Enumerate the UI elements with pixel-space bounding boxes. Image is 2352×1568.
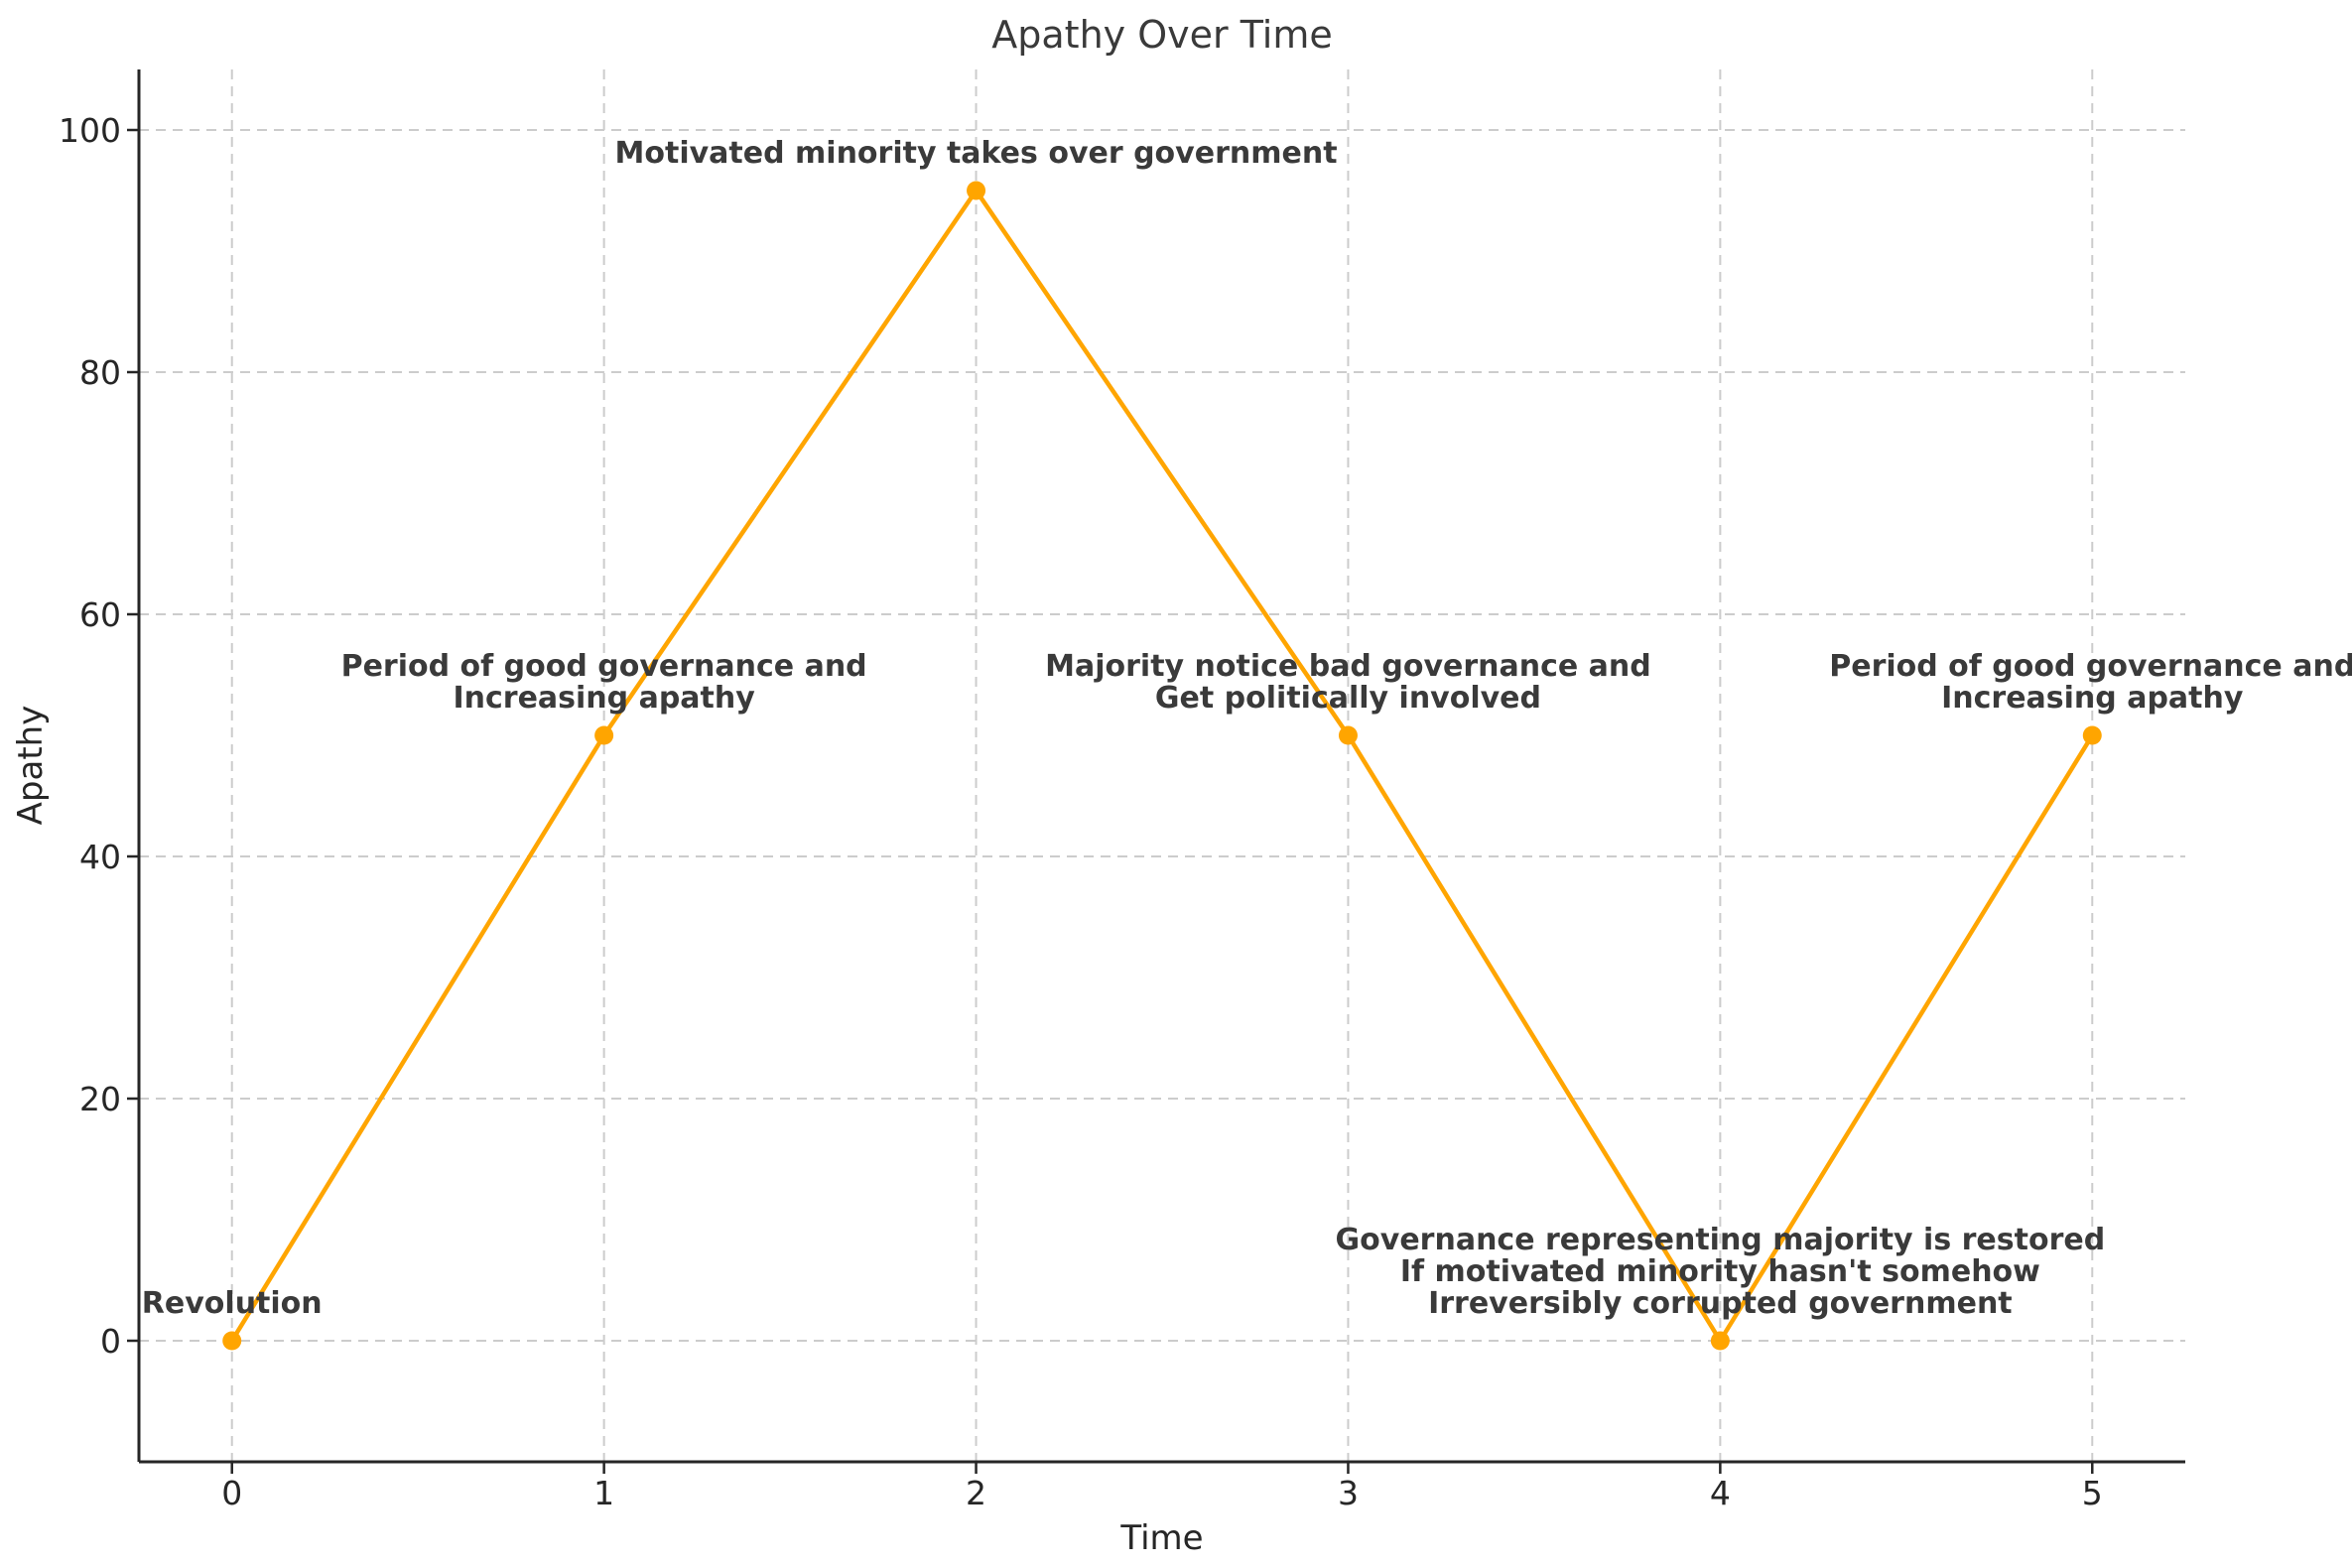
annotation-text: If motivated minority hasn't somehow bbox=[1400, 1254, 2040, 1289]
data-point-marker bbox=[967, 181, 986, 200]
annotation-text: Increasing apathy bbox=[1941, 681, 2244, 716]
data-point-marker bbox=[2082, 725, 2102, 745]
y-axis-label: Apathy bbox=[11, 706, 51, 826]
annotation-text: Period of good governance and bbox=[341, 649, 867, 684]
y-tick-label: 40 bbox=[79, 838, 121, 876]
annotation-text: Revolution bbox=[142, 1286, 323, 1321]
annotation-text: Increasing apathy bbox=[453, 681, 755, 716]
x-tick-label: 2 bbox=[966, 1474, 986, 1512]
chart-title: Apathy Over Time bbox=[991, 13, 1332, 57]
axis-ticks: 0 1 2 3 4 5 0 20 40 60 80 100 bbox=[59, 111, 2103, 1512]
axis-spines bbox=[137, 69, 2185, 1464]
annotation-text: Majority notice bad governance and bbox=[1045, 649, 1651, 684]
y-tick-label: 100 bbox=[59, 111, 121, 150]
annotation-text: Irreversibly corrupted government bbox=[1428, 1286, 2013, 1321]
x-tick-label: 4 bbox=[1710, 1474, 1731, 1512]
x-axis-label: Time bbox=[1119, 1518, 1203, 1558]
x-tick-label: 1 bbox=[593, 1474, 614, 1512]
x-tick-label: 5 bbox=[2082, 1474, 2103, 1512]
data-point-marker bbox=[1710, 1331, 1730, 1351]
annotation-text: Motivated minority takes over government bbox=[615, 136, 1338, 171]
series-layer bbox=[222, 181, 2102, 1351]
annotation-text: Period of good governance and bbox=[1829, 649, 2352, 684]
data-point-marker bbox=[222, 1331, 242, 1351]
x-tick-label: 3 bbox=[1338, 1474, 1359, 1512]
apathy-line bbox=[229, 188, 2095, 1344]
y-tick-label: 20 bbox=[79, 1080, 121, 1118]
data-point-marker bbox=[594, 725, 614, 745]
x-tick-label: 0 bbox=[221, 1474, 242, 1512]
y-tick-label: 80 bbox=[79, 353, 121, 392]
annotation-text: Get politically involved bbox=[1155, 681, 1541, 716]
annotation-text: Governance representing majority is rest… bbox=[1336, 1223, 2106, 1257]
data-point-marker bbox=[1338, 725, 1358, 745]
y-tick-label: 60 bbox=[79, 595, 121, 634]
grid-layer bbox=[139, 69, 2185, 1462]
y-tick-label: 0 bbox=[100, 1322, 121, 1361]
